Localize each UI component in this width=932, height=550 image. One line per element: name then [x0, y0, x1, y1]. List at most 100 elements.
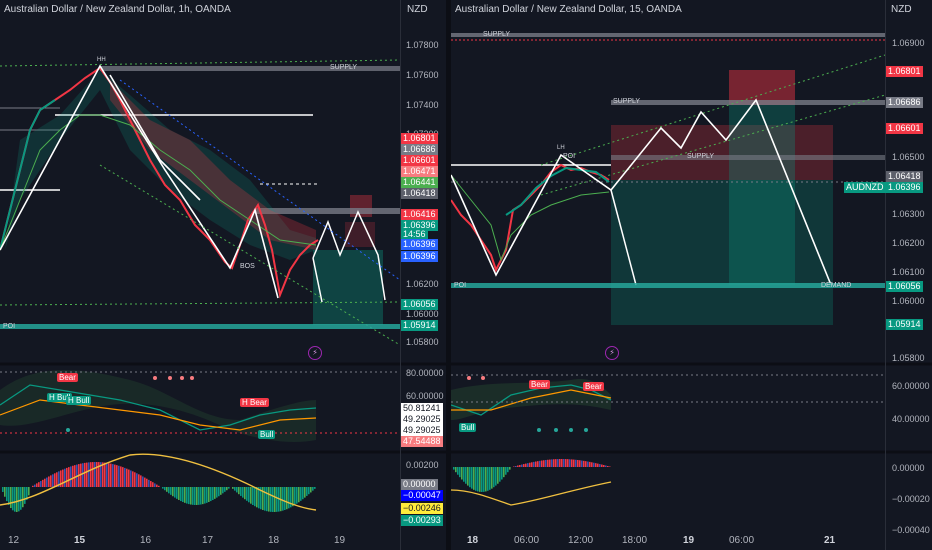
flash-icon[interactable]: ⚡: [308, 346, 322, 360]
histogram-bar: [84, 462, 86, 487]
histogram-bar: [296, 487, 298, 504]
histogram-bar: [188, 487, 190, 505]
lh-label: LH: [557, 145, 565, 151]
histogram-bar: [535, 461, 537, 467]
histogram-bar: [515, 465, 517, 467]
histogram-bar: [148, 479, 150, 487]
time-label: 06:00: [729, 535, 755, 546]
histogram-bar: [573, 459, 575, 467]
histogram-bar: [134, 472, 136, 487]
histogram-bar: [483, 467, 485, 492]
histogram-bar: [557, 459, 559, 467]
histogram-bar: [561, 459, 563, 467]
signal-dot: [190, 376, 194, 380]
flash-icon[interactable]: ⚡: [605, 346, 619, 360]
histogram-bar: [172, 487, 174, 497]
supply-zone-mid: [611, 100, 885, 105]
price-badge: 1.06396: [401, 239, 438, 250]
right-chart-canvas[interactable]: [451, 0, 932, 550]
histogram-bar: [597, 463, 599, 467]
histogram-bar: [184, 487, 186, 503]
histogram-bar: [232, 487, 234, 489]
histogram-bar: [469, 467, 471, 488]
histogram-bar: [585, 461, 587, 467]
histogram-bar: [473, 467, 475, 490]
histogram-bar: [218, 487, 220, 497]
price-badge: 1.06416: [401, 209, 438, 220]
histogram-bar: [204, 487, 206, 504]
signal-dot: [153, 376, 157, 380]
left-chart-pane[interactable]: Australian Dollar / New Zealand Dollar, …: [0, 0, 446, 550]
histogram-bar: [104, 462, 106, 487]
histogram-bar: [493, 467, 495, 488]
histogram-bar: [453, 467, 455, 470]
macd-tick: −0.00020: [892, 494, 930, 504]
histogram-bar: [294, 487, 296, 505]
price-tick: 1.06500: [892, 152, 925, 162]
histogram-bar: [599, 464, 601, 467]
histogram-bar: [156, 484, 158, 487]
pane-divider[interactable]: [446, 0, 451, 550]
histogram-bar: [44, 478, 46, 487]
histogram-bar: [304, 487, 306, 498]
histogram-bar: [42, 479, 44, 487]
signal-dot: [537, 428, 541, 432]
histogram-bar: [286, 487, 288, 510]
histogram-bar: [268, 487, 270, 512]
countdown-badge: 14:56: [401, 229, 428, 240]
histogram-bar: [455, 467, 457, 473]
supply-zone-top: [451, 33, 885, 37]
histogram-bar: [162, 487, 164, 489]
right-chart-pane[interactable]: Australian Dollar / New Zealand Dollar, …: [451, 0, 932, 550]
histogram-bar: [250, 487, 252, 504]
histogram-bar: [567, 459, 569, 467]
histogram-bar: [140, 475, 142, 487]
histogram-bar: [254, 487, 256, 507]
price-tick: 1.06200: [892, 238, 925, 248]
histogram-bar: [499, 467, 501, 482]
rsi-tick: 60.00000: [406, 391, 444, 401]
histogram-bar: [298, 487, 300, 503]
trend-line-top: [0, 59, 401, 67]
histogram-bar: [256, 487, 258, 508]
channel-line: [540, 54, 886, 166]
rsi-band: [0, 370, 316, 442]
rsi-bear-tag: Bear: [57, 373, 78, 382]
histogram-bar: [40, 481, 42, 487]
price-series: [451, 163, 610, 273]
price-badge: 1.06418: [886, 171, 923, 182]
symbol-tag: AUDNZD: [844, 182, 886, 193]
price-tick: 1.07800: [406, 40, 439, 50]
rsi-bull-tag: Bull: [258, 430, 276, 439]
histogram-bar: [274, 487, 276, 512]
histogram-bar: [487, 467, 489, 491]
rsi-tick: 80.00000: [406, 368, 444, 378]
histogram-bar: [260, 487, 262, 510]
macd-histogram: [2, 462, 316, 512]
histogram-bar: [20, 487, 22, 510]
price-series-bull: [0, 99, 56, 251]
moving-average: [451, 174, 610, 262]
currency-label: NZD: [891, 4, 912, 15]
histogram-bar: [258, 487, 260, 509]
histogram-bar: [537, 461, 539, 467]
left-chart-canvas[interactable]: [0, 0, 446, 550]
histogram-bar: [234, 487, 236, 491]
projection-path: [312, 210, 386, 301]
histogram-bar: [489, 467, 491, 490]
supply-label: SUPPLY: [687, 153, 715, 160]
histogram-bar: [54, 473, 56, 487]
histogram-bar: [108, 463, 110, 487]
price-badge: 1.06801: [401, 133, 438, 144]
price-axis[interactable]: 1.06900 1.06500 1.06300 1.06200 1.06100 …: [885, 0, 932, 550]
histogram-bar: [601, 464, 603, 467]
histogram-bar: [244, 487, 246, 500]
histogram-bar: [132, 471, 134, 487]
histogram-bar: [86, 462, 88, 487]
price-axis[interactable]: 1.07800 1.07600 1.07400 1.07200 1.06200 …: [400, 0, 447, 550]
rsi-badge: 49.29025: [401, 414, 443, 425]
price-badge: 1.06441: [401, 177, 438, 188]
histogram-bar: [551, 459, 553, 467]
histogram-bar: [26, 487, 28, 500]
price-tick: 1.06300: [892, 209, 925, 219]
